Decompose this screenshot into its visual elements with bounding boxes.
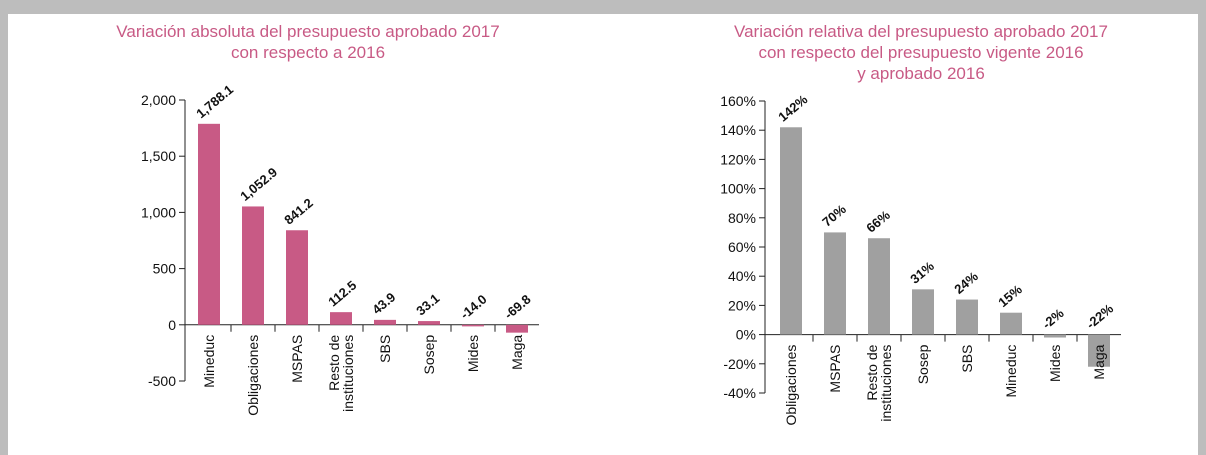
x-tick-label: Sosep [421, 335, 437, 375]
y-tick-label: 60% [728, 239, 756, 255]
bar [824, 232, 846, 335]
x-tick-label: Maga [1091, 344, 1107, 379]
y-tick-label: 100% [720, 181, 756, 197]
bar [956, 299, 978, 335]
y-tick-label: 2,000 [141, 92, 176, 108]
y-tick-label: -20% [723, 356, 756, 372]
bar [330, 312, 352, 325]
y-tick-label: 0 [168, 317, 176, 333]
y-tick-label: 1,000 [141, 204, 176, 220]
bar [1088, 334, 1110, 367]
bar [868, 238, 890, 335]
chart-title: y aprobado 2016 [857, 64, 985, 83]
y-tick-label: 120% [720, 151, 756, 167]
chart-title: Variación relativa del presupuesto aprob… [734, 22, 1108, 41]
x-tick-label: MSPAS [289, 335, 305, 383]
chart-title: Variación absoluta del presupuesto aprob… [116, 22, 499, 41]
panel [8, 14, 1198, 455]
x-tick-label: SBS [377, 335, 393, 363]
y-tick-label: 160% [720, 93, 756, 109]
y-tick-label: 500 [153, 261, 177, 277]
bar [242, 206, 264, 325]
y-tick-label: 1,500 [141, 148, 176, 164]
x-tick-label: SBS [959, 345, 975, 373]
x-tick-label: Mides [1047, 345, 1063, 382]
y-tick-label: 80% [728, 210, 756, 226]
x-tick-label: Maga [509, 335, 525, 370]
x-tick-label: Resto deinstituciones [326, 335, 356, 412]
y-tick-label: 0% [736, 327, 756, 343]
bar [780, 127, 802, 335]
x-tick-label: Obligaciones [245, 335, 261, 416]
x-tick-label: Mineduc [1003, 345, 1019, 398]
bar [506, 324, 528, 333]
x-tick-label: Mides [465, 335, 481, 372]
x-tick-label: Mineduc [201, 335, 217, 388]
bar [462, 324, 484, 327]
bar [374, 319, 396, 325]
chart-title: con respecto a 2016 [231, 43, 385, 62]
bar [418, 321, 440, 325]
y-tick-label: -40% [723, 385, 756, 401]
bar [198, 123, 220, 325]
x-tick-label: Resto deinstituciones [864, 344, 894, 421]
bar [912, 289, 934, 335]
chart-title: con respecto del presupuesto vigente 201… [758, 43, 1083, 62]
x-tick-label: MSPAS [827, 345, 843, 393]
y-tick-label: 140% [720, 122, 756, 138]
y-tick-label: 20% [728, 297, 756, 313]
bar [1044, 334, 1066, 338]
y-tick-label: 40% [728, 268, 756, 284]
bar [1000, 312, 1022, 335]
x-tick-label: Obligaciones [783, 345, 799, 426]
y-tick-label: -500 [148, 373, 176, 389]
x-tick-label: Sosep [915, 344, 931, 384]
bar [286, 230, 308, 325]
